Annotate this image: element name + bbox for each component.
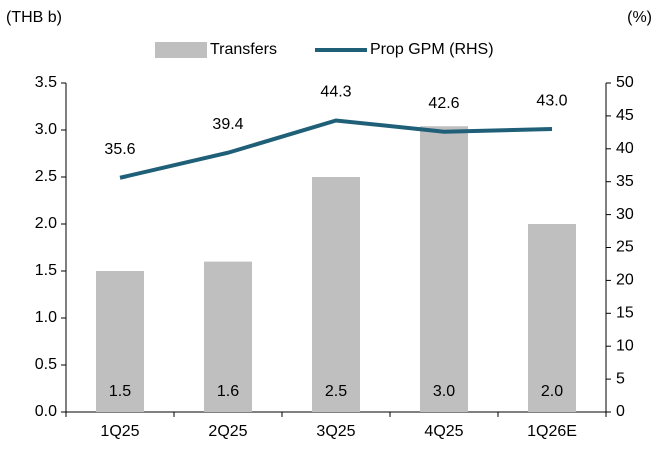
y2-tick-label: 40 — [616, 140, 634, 157]
y-tick-label: 3.0 — [35, 121, 57, 138]
bar — [528, 224, 576, 412]
y-tick-label: 1.0 — [35, 309, 57, 326]
y2-tick-label: 5 — [616, 370, 625, 387]
legend-label: Transfers — [210, 41, 277, 58]
line — [119, 118, 553, 180]
line-value-label: 43.0 — [536, 92, 567, 109]
x-tick-label: 1Q25 — [100, 423, 139, 440]
y2-tick-label: 45 — [616, 107, 634, 124]
legend-label: Prop GPM (RHS) — [370, 41, 494, 58]
bar — [420, 126, 468, 413]
line-value-label: 42.6 — [428, 95, 459, 112]
y2-tick-label: 25 — [616, 239, 634, 256]
y2-tick-label: 10 — [616, 337, 634, 354]
bar — [96, 271, 144, 412]
y-tick-label: 1.5 — [35, 262, 57, 279]
x-tick-label: 3Q25 — [316, 423, 355, 440]
y-tick-label: 0.5 — [35, 356, 57, 373]
bar-value-label: 2.5 — [325, 383, 347, 400]
y-tick-label: 3.5 — [35, 74, 57, 91]
right-unit: (%) — [627, 9, 652, 26]
y2-tick-label: 30 — [616, 206, 634, 223]
y2-tick-label: 20 — [616, 272, 634, 289]
line-value-label: 35.6 — [104, 141, 135, 158]
x-tick-label: 2Q25 — [208, 423, 247, 440]
line-value-label: 39.4 — [212, 116, 243, 133]
legend-swatch — [155, 42, 207, 58]
bar — [204, 261, 252, 412]
left-unit: (THB b) — [6, 9, 62, 26]
bar-value-label: 1.6 — [217, 383, 239, 400]
y-tick-label: 2.5 — [35, 168, 57, 185]
y-tick-label: 0.0 — [35, 403, 57, 420]
y2-tick-label: 50 — [616, 74, 634, 91]
x-tick-label: 1Q26E — [527, 423, 577, 440]
y2-tick-label: 15 — [616, 305, 634, 322]
bar — [312, 177, 360, 412]
y2-tick-label: 35 — [616, 173, 634, 190]
bar-value-label: 3.0 — [433, 383, 455, 400]
x-tick-label: 4Q25 — [424, 423, 463, 440]
bar-value-label: 1.5 — [109, 383, 131, 400]
y-tick-label: 2.0 — [35, 215, 57, 232]
bar-value-label: 2.0 — [541, 383, 563, 400]
line-value-label: 44.3 — [320, 84, 351, 101]
y2-tick-label: 0 — [616, 403, 625, 420]
